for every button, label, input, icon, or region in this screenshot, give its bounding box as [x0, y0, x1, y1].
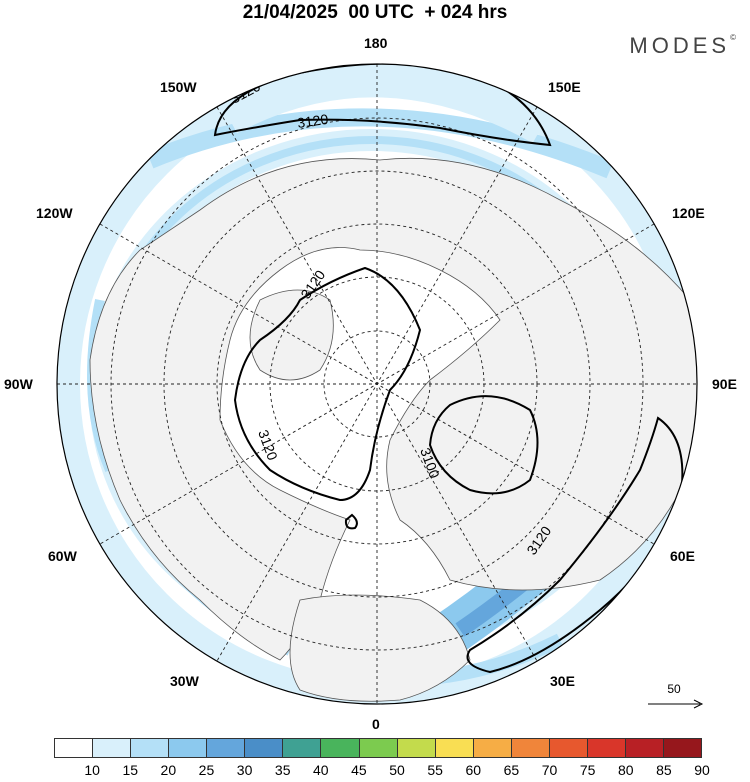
colorbar-cell: [283, 739, 322, 757]
lon-label-120e: 120E: [672, 205, 705, 221]
lon-label-90w: 90W: [4, 376, 33, 392]
map-disc: 3120 3120 3120 3120 3100 3120: [57, 64, 697, 704]
lon-label-180: 180: [364, 35, 388, 51]
reference-arrow-icon: [648, 699, 704, 709]
colorbar-ticks: 10 15 20 25 30 35 40 45 50 55 60 65 70 75 80 85 90: [54, 762, 709, 782]
colorbar-cell: [245, 739, 284, 757]
map-border: [56, 63, 698, 705]
lon-label-30w: 30W: [170, 673, 199, 689]
colorbar-cell: [131, 739, 170, 757]
contour-3120-polar: [233, 266, 422, 502]
colorbar-tick-label: 15: [122, 762, 139, 778]
lat-50: [163, 170, 591, 598]
colorbar-cell: [664, 739, 702, 757]
colorbar-tick-label: 20: [160, 762, 177, 778]
colorbar-cell: [397, 739, 436, 757]
colorbar-tick-label: 55: [427, 762, 443, 778]
lon-label-90e: 90E: [712, 376, 737, 392]
modes-logo: MODES©: [629, 33, 736, 59]
eurasia-north-america: [89, 157, 697, 661]
colorbar-tick-label: 65: [503, 762, 520, 778]
lon-label-150e: 150E: [548, 79, 581, 95]
colorbar-cell: [55, 739, 94, 757]
brand-name: MODES: [629, 33, 731, 58]
north-pacific-band: [222, 67, 548, 144]
colorbar-tick-label: 40: [313, 762, 329, 778]
colorbar-tick-label: 70: [541, 762, 558, 778]
colorbar-cell: [435, 739, 474, 757]
colorbar-tick-label: 30: [236, 762, 253, 778]
colorbar-tick-label: 35: [274, 762, 291, 778]
lon-label-60w: 60W: [48, 548, 77, 564]
lon-label-30e: 30E: [550, 673, 575, 689]
reference-vector-value: 50: [667, 682, 681, 696]
colorbar-tick-label: 90: [694, 762, 710, 778]
colorbar-tick-label: 10: [84, 762, 100, 778]
lon-label-60e: 60E: [670, 548, 695, 564]
colorbar-tick-label: 85: [656, 762, 672, 778]
colorbar-cell: [321, 739, 360, 757]
colorbar-cell: [169, 739, 208, 757]
greenland: [249, 289, 334, 381]
colorbar-cell: [587, 739, 626, 757]
colorbar-tick-label: 45: [351, 762, 367, 778]
colorbar-cell: [207, 739, 246, 757]
colorbar-tick-label: 25: [198, 762, 215, 778]
colorbar-cell: [473, 739, 512, 757]
colorbar-tick-label: 50: [389, 762, 405, 778]
copyright-mark: ©: [730, 33, 736, 42]
colorbar-cell: [511, 739, 550, 757]
lon-label-150w: 150W: [160, 79, 197, 95]
contour-small-low: [344, 513, 358, 530]
contour-label: 3120: [296, 111, 329, 131]
reference-vector: 50: [644, 682, 708, 712]
colorbar-tick-label: 80: [617, 762, 634, 778]
lon-label-120w: 120W: [36, 205, 73, 221]
colorbar-cell: [359, 739, 398, 757]
land-masses: [89, 157, 697, 702]
meridian-120e-60w: [99, 223, 655, 545]
graticule: [57, 64, 697, 704]
colorbar-tick-label: 60: [465, 762, 482, 778]
colorbar-tick-label: 75: [579, 762, 596, 778]
contour-3100-low: [428, 395, 539, 495]
lon-label-0: 0: [372, 716, 380, 732]
map-title: 21/04/2025 00 UTC + 024 hrs: [242, 2, 508, 23]
colorbar-cell: [625, 739, 664, 757]
colorbar-cell: [549, 739, 588, 757]
wind-speed-colorbar: [54, 738, 702, 758]
colorbar-cell: [93, 739, 132, 757]
